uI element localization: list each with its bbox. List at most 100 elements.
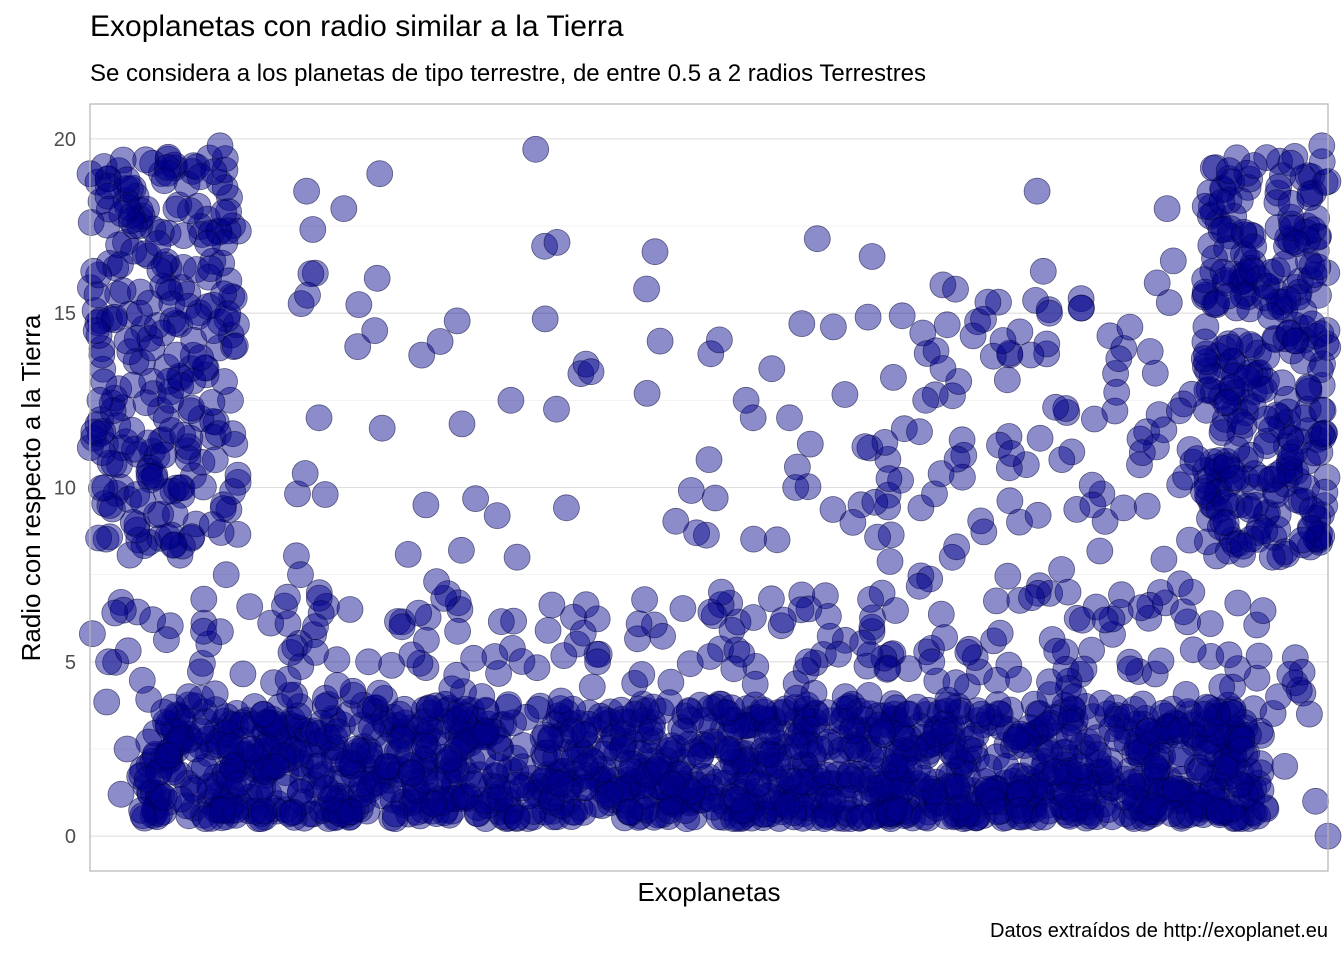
data-point — [1143, 269, 1171, 297]
data-point — [458, 747, 486, 775]
data-point — [672, 797, 699, 824]
data-point — [361, 317, 389, 345]
data-point — [547, 687, 575, 715]
data-point — [929, 355, 957, 382]
data-point — [815, 603, 842, 630]
data-point — [347, 781, 375, 808]
data-point — [1162, 775, 1189, 802]
data-point — [1259, 465, 1286, 493]
data-point — [633, 275, 660, 303]
data-point — [287, 561, 314, 589]
data-point — [1168, 740, 1195, 768]
data-point — [162, 195, 190, 223]
data-point — [1094, 796, 1122, 823]
data-point — [888, 302, 916, 330]
data-point — [986, 619, 1014, 647]
data-point — [305, 404, 333, 432]
data-point — [942, 669, 970, 697]
y-tick-label: 0 — [65, 826, 76, 848]
data-point — [942, 275, 969, 303]
data-point — [740, 604, 767, 631]
data-point — [494, 693, 522, 721]
data-point — [485, 753, 512, 780]
data-point — [616, 798, 644, 826]
data-point — [1196, 610, 1224, 637]
data-point — [906, 418, 933, 446]
data-point — [225, 770, 253, 798]
data-point — [348, 770, 376, 798]
data-point — [1036, 299, 1063, 327]
data-point — [807, 735, 834, 763]
data-point — [101, 599, 129, 627]
data-point — [169, 421, 197, 449]
data-point — [1043, 637, 1071, 665]
data-point — [677, 477, 705, 504]
data-point — [1176, 526, 1203, 554]
data-point — [291, 460, 319, 487]
data-point — [716, 736, 744, 764]
data-point — [249, 700, 277, 728]
data-point — [1215, 641, 1243, 669]
data-point — [608, 735, 636, 763]
data-point — [275, 800, 303, 828]
data-point — [221, 332, 249, 360]
data-point — [578, 673, 606, 701]
data-point — [1105, 345, 1133, 373]
data-point — [1150, 545, 1178, 573]
data-point — [628, 661, 656, 688]
data-point — [745, 770, 772, 798]
data-point — [146, 257, 174, 284]
data-point — [1133, 492, 1161, 520]
data-point — [1277, 189, 1305, 217]
data-point — [198, 511, 226, 539]
data-point — [206, 618, 234, 646]
data-point — [1208, 188, 1236, 216]
x-axis-label: Exoplanetas — [637, 877, 780, 907]
data-point — [91, 474, 119, 501]
data-point — [631, 586, 658, 613]
data-point — [1128, 439, 1156, 467]
data-point — [447, 536, 475, 564]
data-point — [1081, 405, 1108, 433]
data-point — [1079, 491, 1107, 519]
data-point — [596, 780, 624, 808]
data-point — [1163, 778, 1190, 806]
data-point — [170, 222, 198, 250]
data-point — [483, 502, 511, 529]
data-point — [355, 648, 383, 676]
data-point — [1054, 578, 1082, 606]
y-tick-label: 10 — [54, 478, 76, 500]
data-point — [1067, 294, 1095, 322]
data-point — [468, 683, 496, 710]
data-point — [1281, 327, 1309, 355]
data-point — [419, 797, 446, 825]
data-point — [723, 786, 751, 813]
data-point — [856, 641, 884, 669]
data-point — [200, 317, 228, 345]
data-point — [460, 644, 488, 672]
data-point — [943, 445, 971, 473]
data-point — [695, 446, 723, 474]
data-point — [773, 792, 801, 820]
data-point — [646, 327, 674, 355]
data-point — [1252, 432, 1280, 460]
data-point — [522, 135, 550, 163]
data-point — [1141, 753, 1169, 780]
data-point — [1249, 597, 1277, 624]
data-point — [462, 485, 490, 513]
data-point — [107, 780, 135, 808]
data-point — [543, 228, 571, 256]
data-point — [769, 606, 797, 634]
data-point — [989, 327, 1017, 354]
grid-lines — [90, 138, 1328, 837]
data-point — [113, 166, 141, 194]
data-point — [1048, 556, 1075, 583]
data-point — [93, 688, 121, 716]
data-point — [706, 326, 733, 354]
data-point — [621, 700, 649, 728]
data-point — [875, 465, 903, 493]
data-point — [336, 596, 364, 623]
data-point — [119, 509, 147, 536]
data-point — [302, 613, 329, 641]
data-point — [1252, 795, 1280, 823]
